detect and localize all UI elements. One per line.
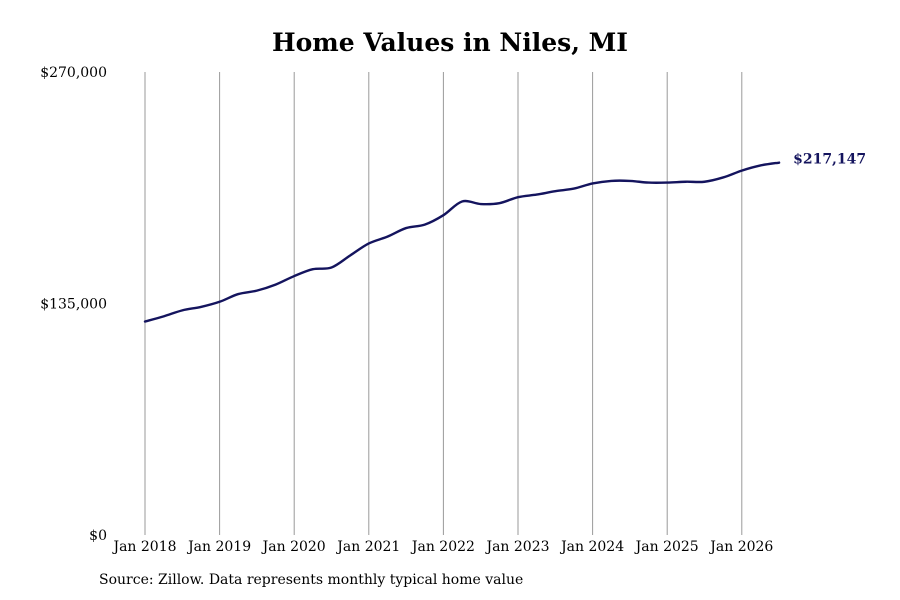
source-note: Source: Zillow. Data represents monthly … — [99, 572, 524, 588]
y-tick-label: $0 — [89, 528, 107, 544]
end-value-label: $217,147 — [793, 152, 866, 168]
y-axis: $0 $135,000 $270,000 — [40, 65, 107, 544]
x-tick-label: Jan 2021 — [335, 539, 400, 555]
y-tick-label: $135,000 — [40, 297, 107, 313]
x-tick-label: Jan 2024 — [559, 539, 624, 555]
x-tick-label: Jan 2025 — [634, 539, 699, 555]
x-tick-label: Jan 2020 — [261, 539, 326, 555]
x-axis: Jan 2018 Jan 2019 Jan 2020 Jan 2021 Jan 2022… — [111, 539, 773, 555]
x-tick-label: Jan 2023 — [484, 539, 549, 555]
y-tick-label: $270,000 — [40, 65, 107, 81]
gridlines — [144, 72, 743, 535]
chart-title: Home Values in Niles, MI — [272, 28, 628, 57]
series-line — [143, 161, 781, 323]
x-tick-label: Jan 2026 — [708, 539, 773, 555]
series-group — [143, 161, 781, 323]
annotations: $217,147 — [793, 152, 866, 168]
x-tick-label: Jan 2019 — [186, 539, 251, 555]
x-tick-label: Jan 2022 — [410, 539, 475, 555]
x-tick-label: Jan 2018 — [111, 539, 176, 555]
